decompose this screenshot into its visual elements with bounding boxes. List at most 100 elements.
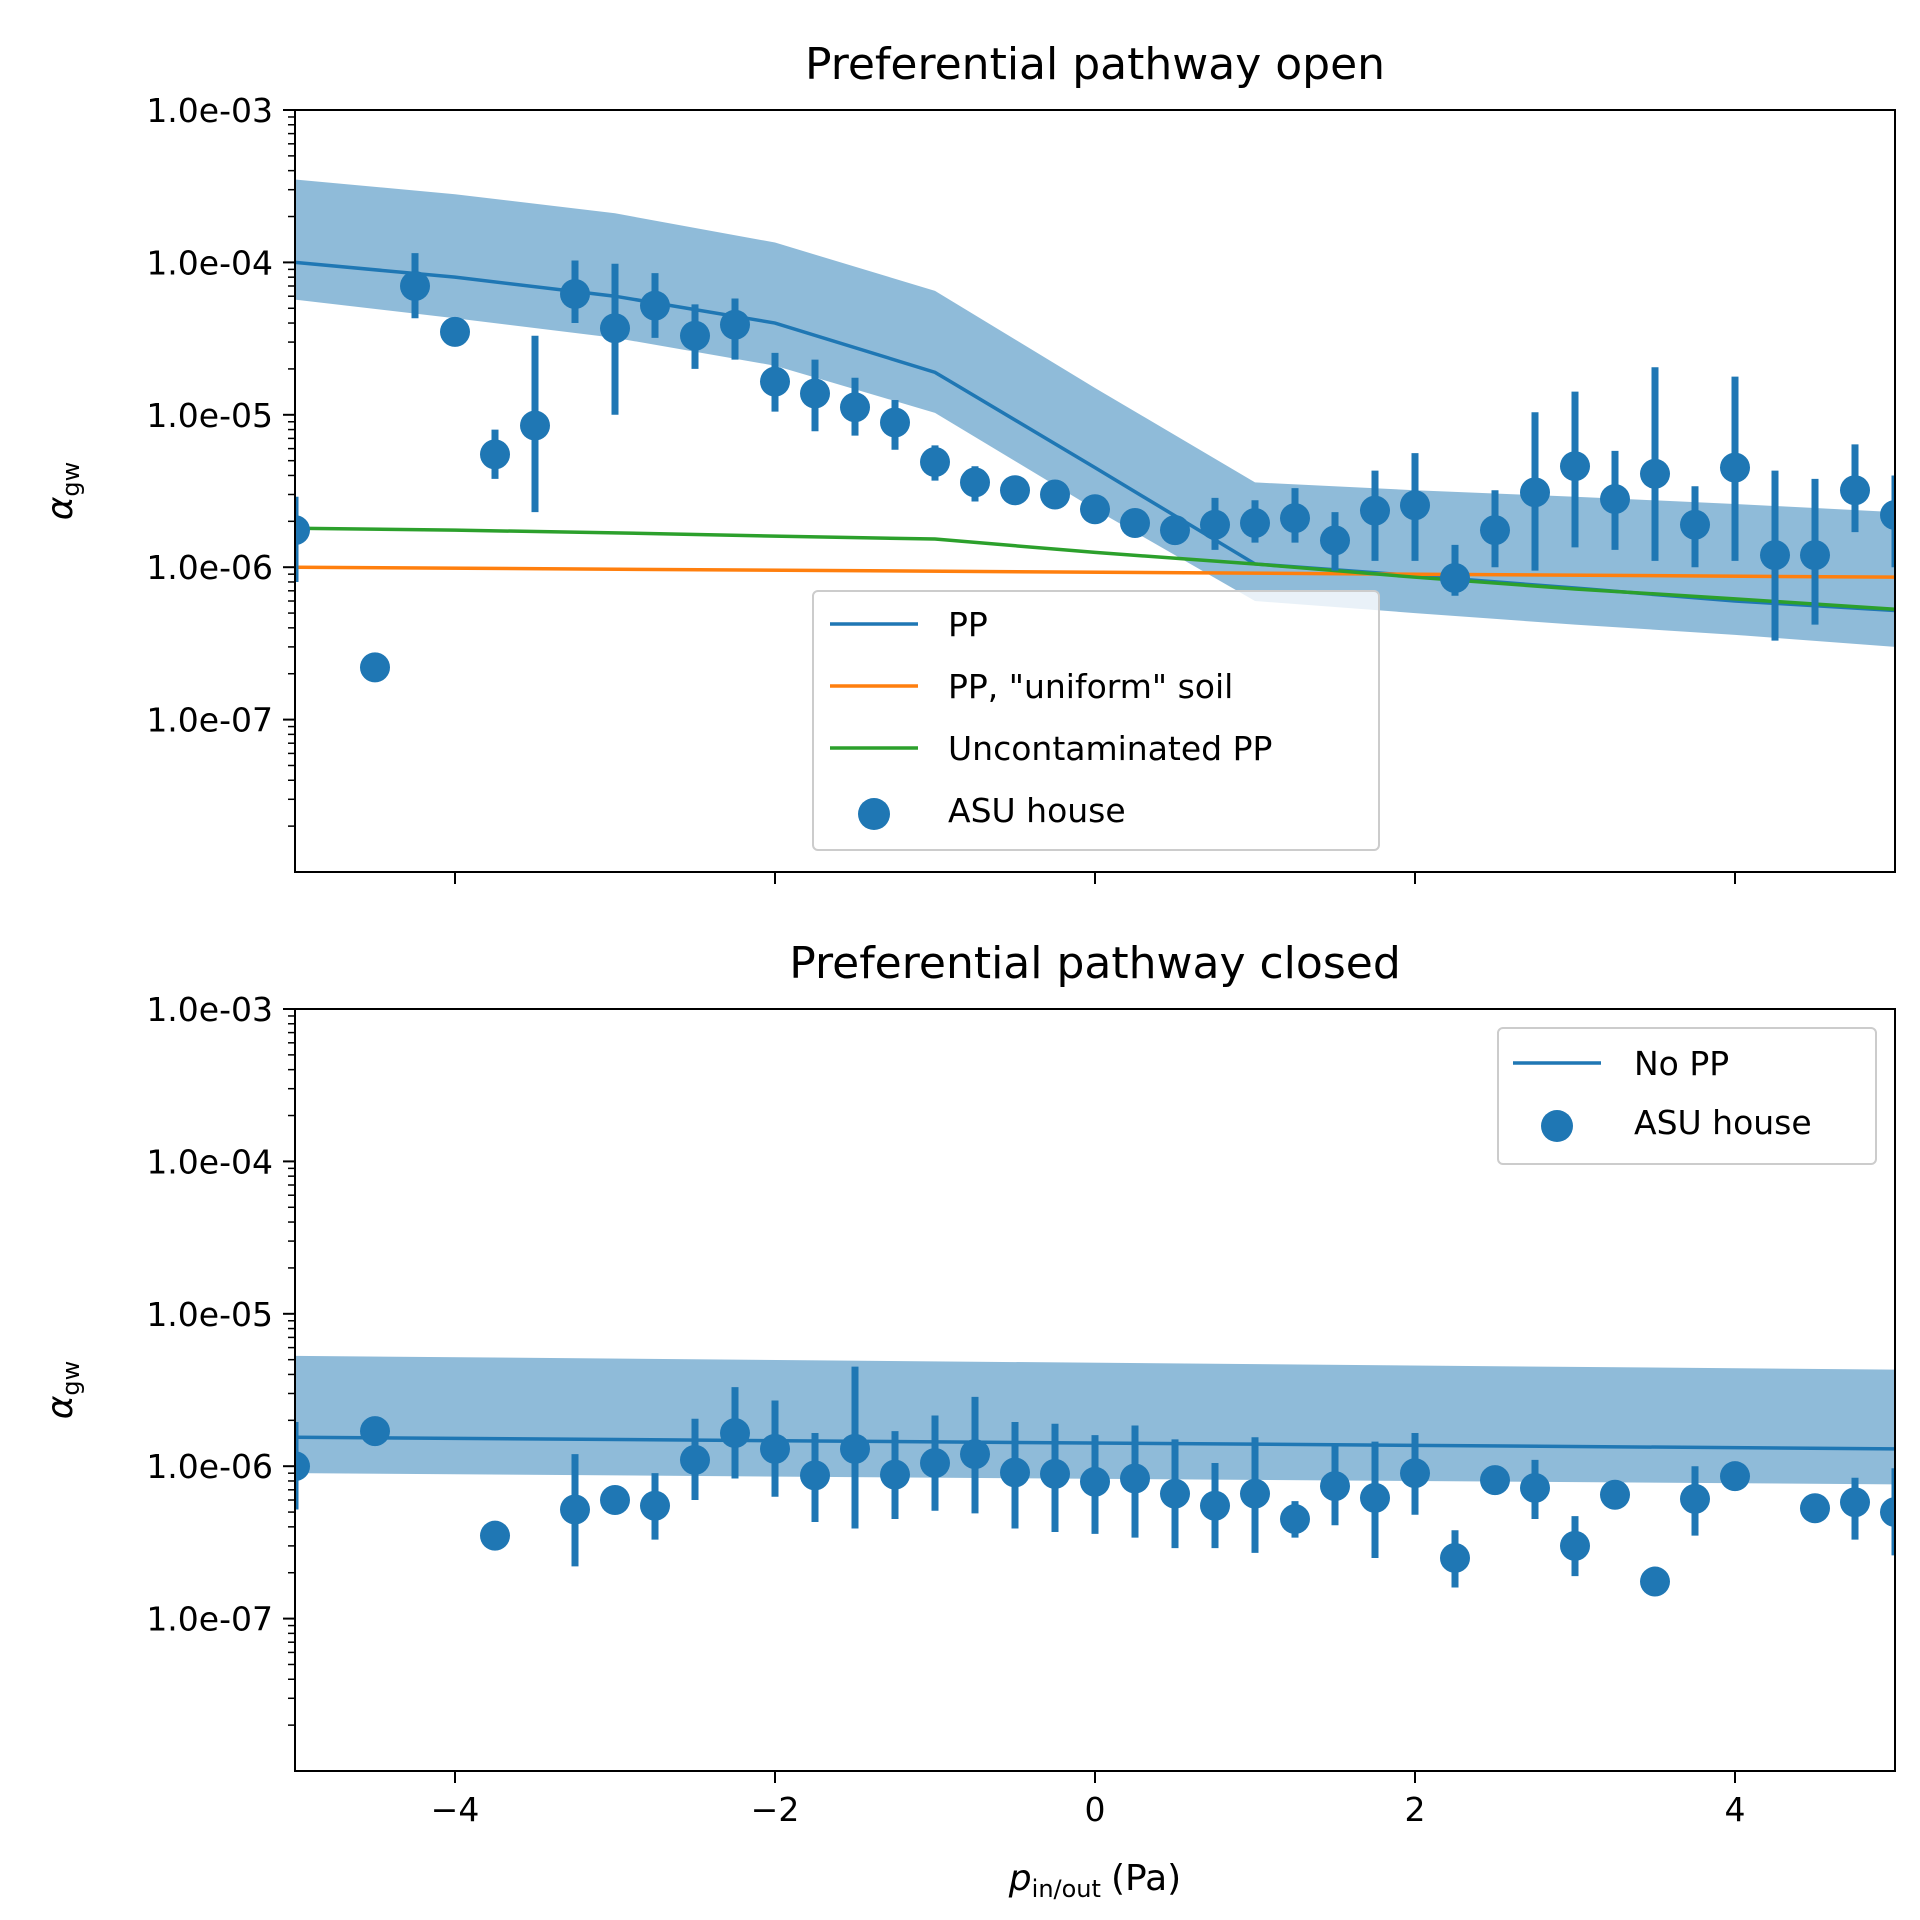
data-point (1240, 507, 1270, 538)
y-tick-label: 1.0e-05 (146, 396, 273, 435)
data-point (920, 447, 950, 478)
data-point (840, 1433, 870, 1464)
data-point (560, 279, 590, 310)
data-point (800, 378, 830, 409)
y-tick-label: 1.0e-07 (146, 701, 273, 740)
panel-pp-open: Preferential pathway open 1.0e-03 1.0e-04… (40, 39, 1896, 884)
data-point (880, 1459, 910, 1490)
x-tick-label: −4 (431, 1790, 480, 1829)
data-point (1880, 1497, 1895, 1528)
data-point (1480, 515, 1510, 546)
data-point (1600, 484, 1630, 515)
data-point (1040, 479, 1070, 510)
data-point (1880, 500, 1895, 531)
data-point (1160, 515, 1190, 546)
data-point (1440, 562, 1470, 593)
legend: No PP ASU house (1497, 1027, 1877, 1165)
data-point (1200, 1490, 1230, 1521)
data-point (1720, 452, 1750, 483)
data-point (1640, 1566, 1670, 1597)
data-point (600, 1485, 630, 1516)
data-point (1560, 1530, 1590, 1561)
data-point (1360, 1482, 1390, 1513)
data-point (1760, 540, 1790, 571)
data-point (720, 309, 750, 340)
x-axis-label-unit: (Pa) (1111, 1858, 1181, 1899)
data-point (1840, 475, 1870, 506)
y-axis-label: αgw (40, 462, 85, 521)
data-point (760, 366, 790, 397)
data-point (1640, 458, 1670, 489)
data-point (1720, 1461, 1750, 1492)
data-point (880, 407, 910, 438)
x-axis-label-symbol: p (1008, 1858, 1032, 1899)
y-axis-ticks: 1.0e-03 1.0e-04 1.0e-05 1.0e-06 1.0e-07 (146, 91, 295, 827)
data-point (640, 290, 670, 321)
data-point (1280, 503, 1310, 534)
legend: PP PP, "uniform" soil Uncontaminated PP … (812, 590, 1380, 851)
x-axis-ticks: −4 −2 0 2 4 (431, 1771, 1746, 1829)
data-point (440, 316, 470, 347)
plot-area (295, 179, 1895, 683)
x-tick-label: 0 (1085, 1790, 1106, 1829)
data-point (1200, 509, 1230, 540)
data-point (1520, 477, 1550, 508)
data-point (1080, 1466, 1110, 1497)
legend-label-asu-house: ASU house (1634, 1103, 1812, 1142)
legend-marker-asu-house (1541, 1110, 1573, 1142)
data-point (480, 1520, 510, 1551)
data-point (400, 271, 430, 302)
data-point (1160, 1478, 1190, 1509)
series-line-pp-uniform-soil (295, 565, 1895, 579)
y-axis-label-symbol: α (40, 496, 81, 520)
x-tick-label: 4 (1725, 1790, 1746, 1829)
data-point (1800, 1493, 1830, 1524)
data-point (295, 1451, 310, 1482)
legend-label-pp-uniform-soil: PP, "uniform" soil (948, 667, 1233, 706)
y-axis-label: αgw (40, 1361, 85, 1420)
y-axis-label-symbol: α (40, 1395, 81, 1419)
data-point (1520, 1472, 1550, 1503)
legend-label-asu-house: ASU house (948, 791, 1126, 830)
panel-pp-closed: Preferential pathway closed 1.0e-031.0e-… (40, 938, 1896, 1903)
series-asu-house (295, 253, 1895, 683)
data-point (920, 1447, 950, 1478)
data-point (1080, 494, 1110, 525)
data-point (1400, 1458, 1430, 1489)
legend-label-pp: PP (948, 605, 988, 644)
plot-area (295, 1355, 1895, 1597)
data-point (1680, 1483, 1710, 1514)
chart-title: Preferential pathway closed (789, 938, 1401, 989)
data-point (760, 1433, 790, 1464)
data-point (600, 313, 630, 344)
y-axis-ticks: 1.0e-03 1.0e-04 1.0e-05 1.0e-06 1.0e-07 (146, 990, 295, 1726)
data-point (1440, 1542, 1470, 1573)
data-point (560, 1494, 590, 1525)
y-tick-label: 1.0e-03 (146, 91, 273, 130)
data-point (1040, 1458, 1070, 1489)
y-axis-label-subscript: gw (57, 1361, 85, 1396)
legend-label-no-pp: No PP (1634, 1044, 1729, 1083)
y-tick-label: 1.0e-07 (146, 1600, 273, 1639)
data-point (680, 1444, 710, 1475)
data-point (295, 515, 310, 546)
chart-title: Preferential pathway open (805, 39, 1385, 90)
data-point (640, 1490, 670, 1521)
data-point (360, 652, 390, 683)
y-axis-label-subscript: gw (57, 462, 85, 497)
y-tick-label: 1.0e-05 (146, 1295, 273, 1334)
data-point (360, 1416, 390, 1447)
data-point (1320, 525, 1350, 556)
data-point (1120, 1463, 1150, 1494)
data-point (1840, 1487, 1870, 1518)
data-point (1240, 1478, 1270, 1509)
data-point (1400, 490, 1430, 521)
x-tick-label: 2 (1405, 1790, 1426, 1829)
x-tick-label: −2 (751, 1790, 800, 1829)
legend-frame (812, 590, 1380, 851)
data-point (1680, 509, 1710, 540)
data-point (1560, 451, 1590, 482)
data-point (840, 392, 870, 423)
data-point (1280, 1504, 1310, 1535)
data-point (1320, 1471, 1350, 1502)
